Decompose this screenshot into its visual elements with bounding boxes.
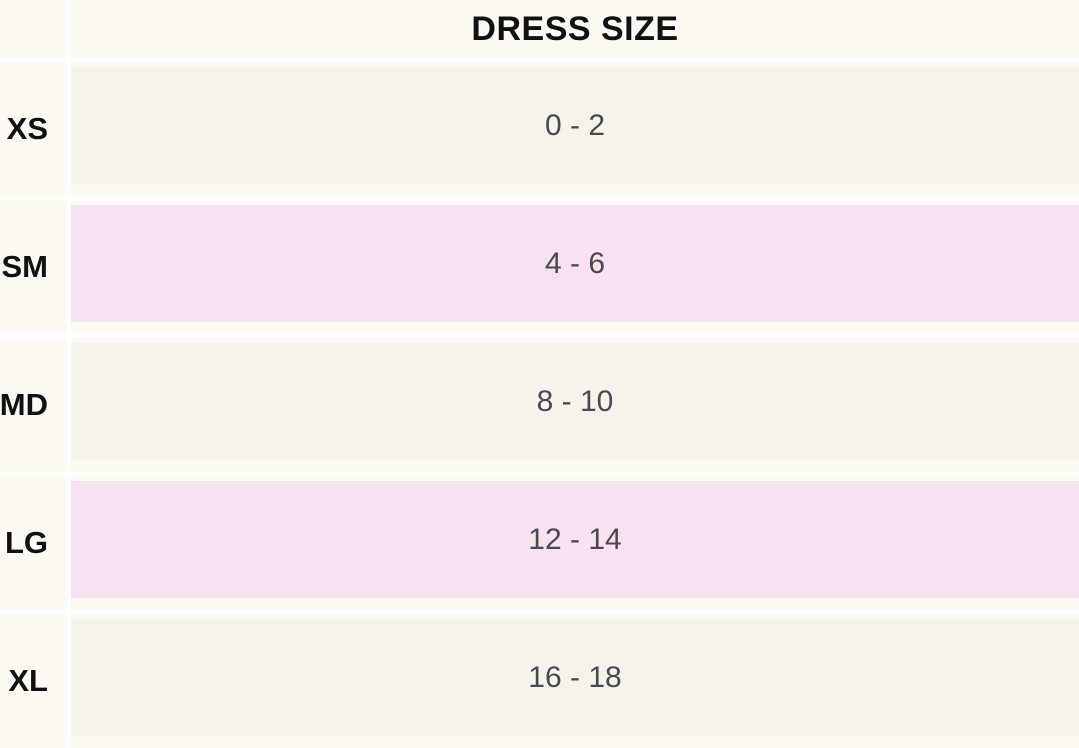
size-label: XL	[0, 614, 67, 748]
size-label: LG	[0, 476, 67, 610]
dress-size-value: 4 - 6	[71, 205, 1079, 322]
dress-size-value: 8 - 10	[71, 343, 1079, 460]
header-corner-cell	[0, 0, 67, 58]
size-label: SM	[0, 200, 67, 334]
dress-size-value: 16 - 18	[71, 619, 1079, 736]
size-label: MD	[0, 338, 67, 472]
dress-size-value: 0 - 2	[71, 67, 1079, 184]
column-header-dress-size: DRESS SIZE	[71, 0, 1079, 58]
dress-size-value: 12 - 14	[71, 481, 1079, 598]
size-label: XS	[0, 62, 67, 196]
